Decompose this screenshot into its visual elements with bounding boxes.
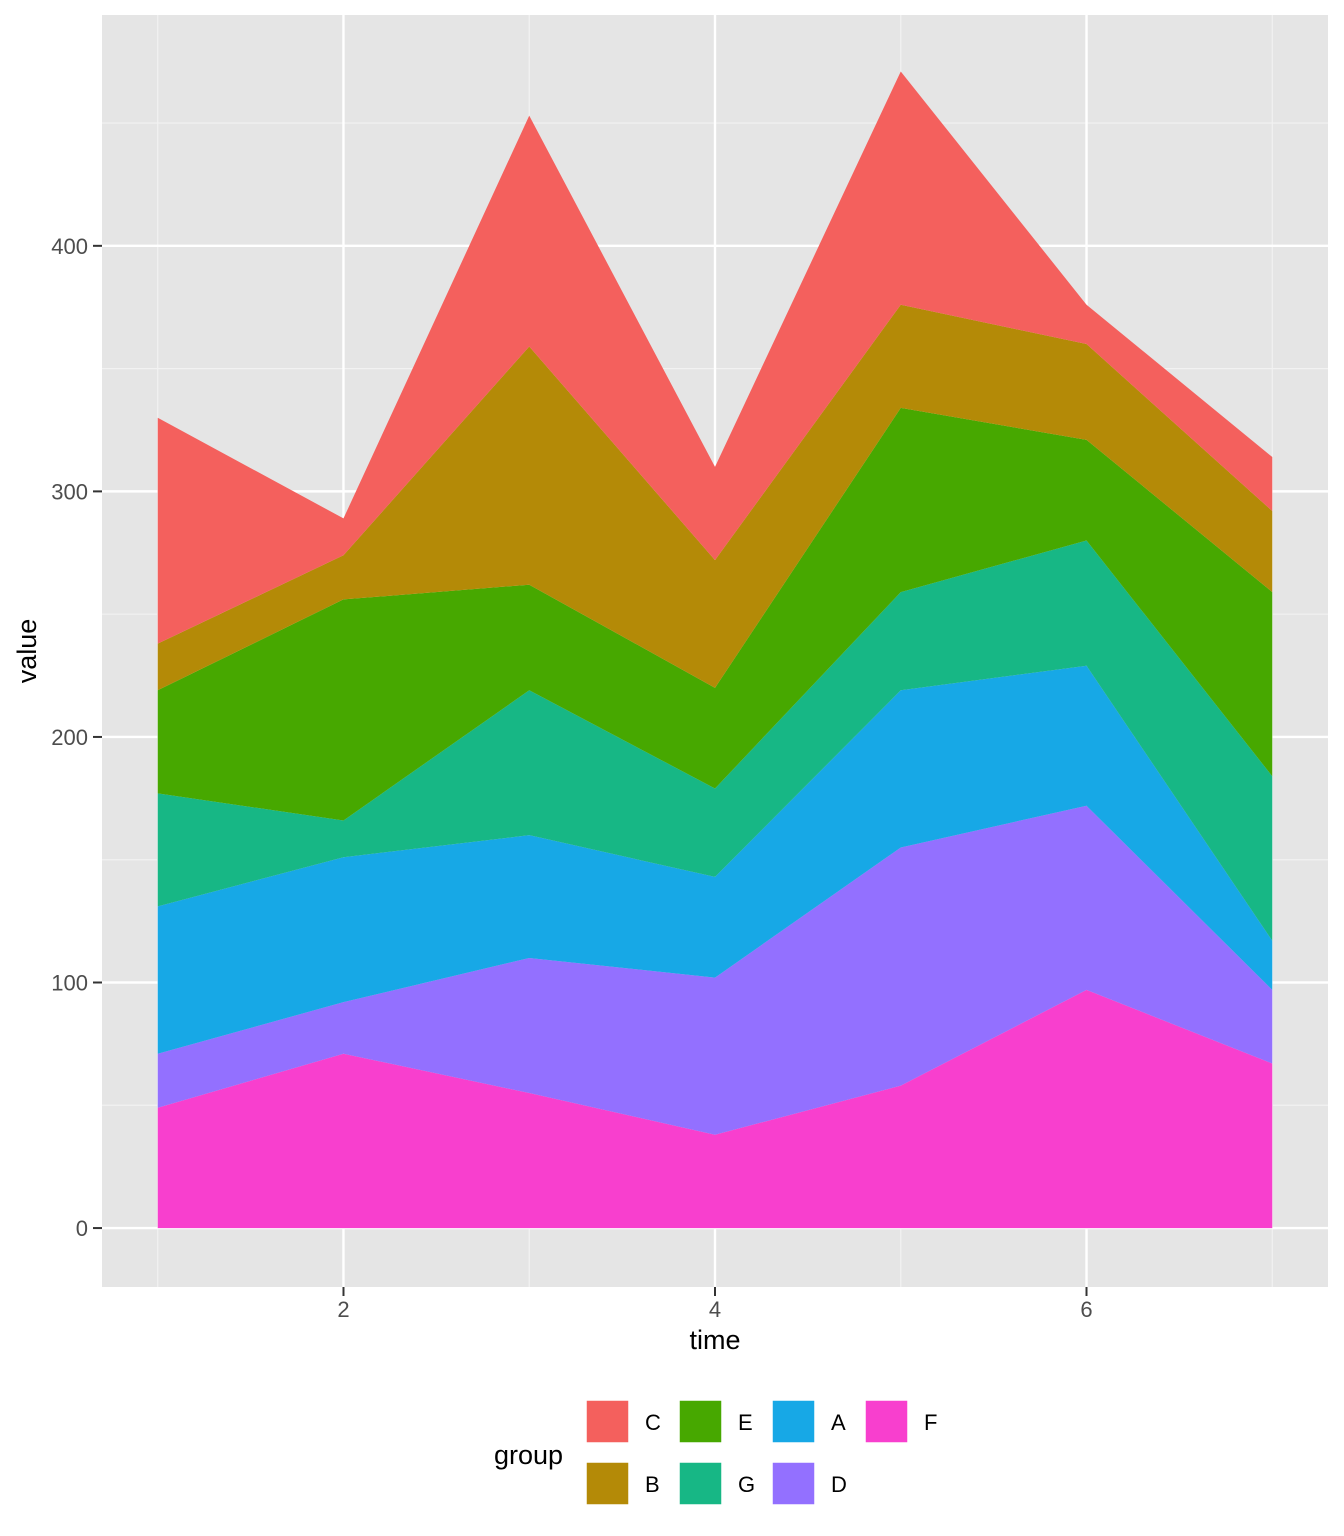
legend-label-D: D xyxy=(831,1472,847,1497)
legend-label-F: F xyxy=(924,1410,937,1435)
y-tick-label: 100 xyxy=(51,971,88,996)
x-tick-label: 4 xyxy=(709,1297,721,1322)
area-series-C xyxy=(157,71,1273,644)
y-tick-label: 300 xyxy=(51,479,88,504)
legend: group C B E G A D F xyxy=(494,1399,937,1506)
legend-label-G: G xyxy=(738,1472,755,1497)
x-tick-label: 2 xyxy=(337,1297,349,1322)
x-axis-title: time xyxy=(689,1325,740,1355)
legend-key-C xyxy=(585,1399,630,1444)
y-tick-label: 400 xyxy=(51,234,88,259)
x-tick-label: 6 xyxy=(1080,1297,1092,1322)
area-series-E xyxy=(157,407,1273,821)
legend-label-C: C xyxy=(645,1410,661,1435)
legend-key-B xyxy=(585,1461,630,1506)
x-axis: 2 4 6 xyxy=(337,1287,1093,1322)
legend-key-D xyxy=(771,1461,816,1506)
legend-key-A xyxy=(771,1399,816,1444)
y-axis: 0 100 200 300 400 xyxy=(51,234,102,1241)
legend-label-A: A xyxy=(831,1410,846,1435)
y-tick-label: 200 xyxy=(51,725,88,750)
legend-title: group xyxy=(494,1440,563,1470)
y-axis-title: value xyxy=(12,619,42,684)
area-series-B xyxy=(157,304,1273,691)
legend-key-G xyxy=(678,1461,723,1506)
area-series-G xyxy=(157,540,1273,941)
legend-key-E xyxy=(678,1399,723,1444)
area-series-A xyxy=(157,665,1273,1054)
area-series-D xyxy=(157,805,1273,1135)
legend-label-B: B xyxy=(645,1472,660,1497)
y-tick-label: 0 xyxy=(76,1216,88,1241)
legend-key-F xyxy=(864,1399,909,1444)
area-layers xyxy=(157,71,1273,1229)
area-series-F xyxy=(157,989,1273,1229)
legend-label-E: E xyxy=(738,1410,753,1435)
